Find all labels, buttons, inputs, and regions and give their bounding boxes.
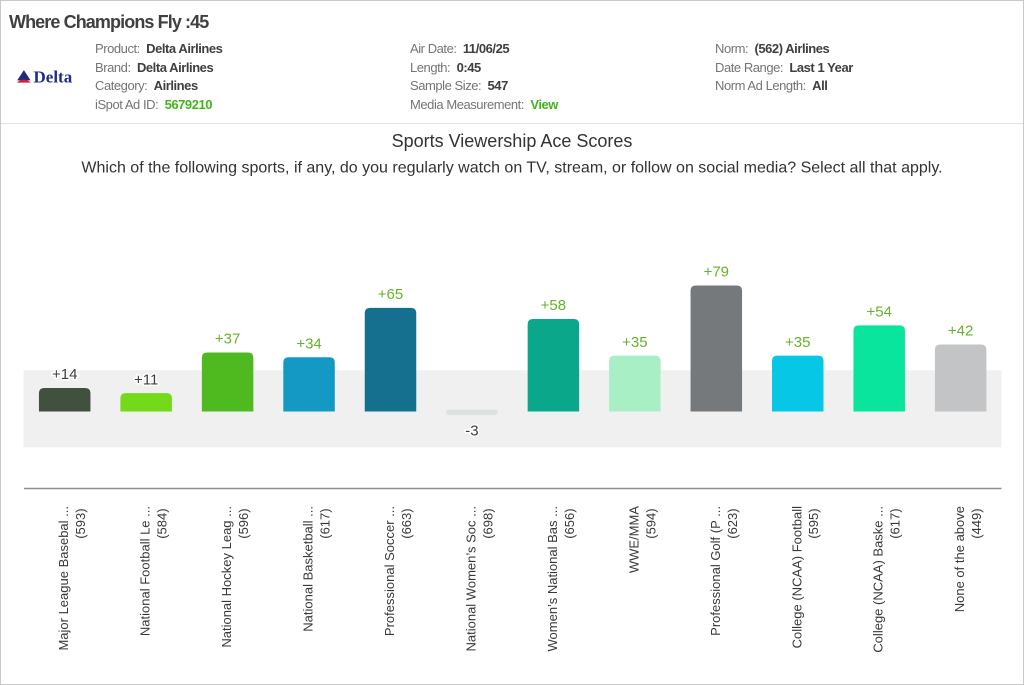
- svg-text:+14: +14: [52, 366, 77, 383]
- svg-text:Major League Basebal ...: Major League Basebal ...: [56, 506, 71, 651]
- svg-text:National Football Le ...: National Football Le ...: [138, 506, 153, 636]
- svg-text:+58: +58: [541, 297, 566, 314]
- svg-text:National Women’s Soc ...: National Women’s Soc ...: [463, 506, 478, 651]
- svg-text:Sports Viewership Ace Scores: Sports Viewership Ace Scores: [392, 131, 633, 151]
- svg-text:(593): (593): [73, 508, 88, 538]
- svg-text:Professional Golf (P ...: Professional Golf (P ...: [708, 506, 723, 636]
- svg-text:(595): (595): [806, 508, 821, 538]
- svg-text:+11: +11: [134, 371, 158, 388]
- svg-text:(623): (623): [725, 508, 740, 538]
- svg-text:Which of the following sports,: Which of the following sports, if any, d…: [81, 160, 942, 177]
- svg-text:+65: +65: [378, 286, 403, 303]
- svg-text:National Hockey Leag ...: National Hockey Leag ...: [219, 506, 234, 648]
- svg-text:Delta: Delta: [34, 69, 73, 86]
- svg-text:WWE/MMA: WWE/MMA: [626, 506, 641, 573]
- svg-text:(617): (617): [888, 508, 903, 538]
- svg-text:(594): (594): [643, 508, 658, 538]
- svg-text:(584): (584): [155, 508, 170, 538]
- svg-text:(617): (617): [318, 508, 333, 538]
- svg-text:+54: +54: [866, 304, 891, 321]
- svg-text:(449): (449): [969, 508, 984, 538]
- svg-text:+35: +35: [622, 334, 647, 351]
- svg-text:(596): (596): [236, 508, 251, 538]
- svg-text:+42: +42: [948, 323, 973, 340]
- svg-text:+35: +35: [785, 334, 810, 351]
- svg-text:Women’s National Bas ...: Women’s National Bas ...: [545, 506, 560, 651]
- svg-text:(663): (663): [399, 508, 414, 538]
- svg-text:(656): (656): [562, 508, 577, 538]
- svg-text:None of the above: None of the above: [952, 506, 967, 612]
- svg-text:+37: +37: [215, 331, 240, 348]
- svg-text:Professional Soccer ...: Professional Soccer ...: [382, 506, 397, 636]
- svg-text:(698): (698): [480, 508, 495, 538]
- svg-text:-3: -3: [465, 423, 478, 440]
- svg-text:+79: +79: [704, 264, 729, 281]
- svg-text:College (NCAA) Football: College (NCAA) Football: [789, 506, 804, 648]
- svg-text:National Basketball ...: National Basketball ...: [301, 506, 316, 632]
- svg-text:+34: +34: [296, 335, 321, 352]
- svg-text:College (NCAA) Baske ...: College (NCAA) Baske ...: [871, 506, 886, 653]
